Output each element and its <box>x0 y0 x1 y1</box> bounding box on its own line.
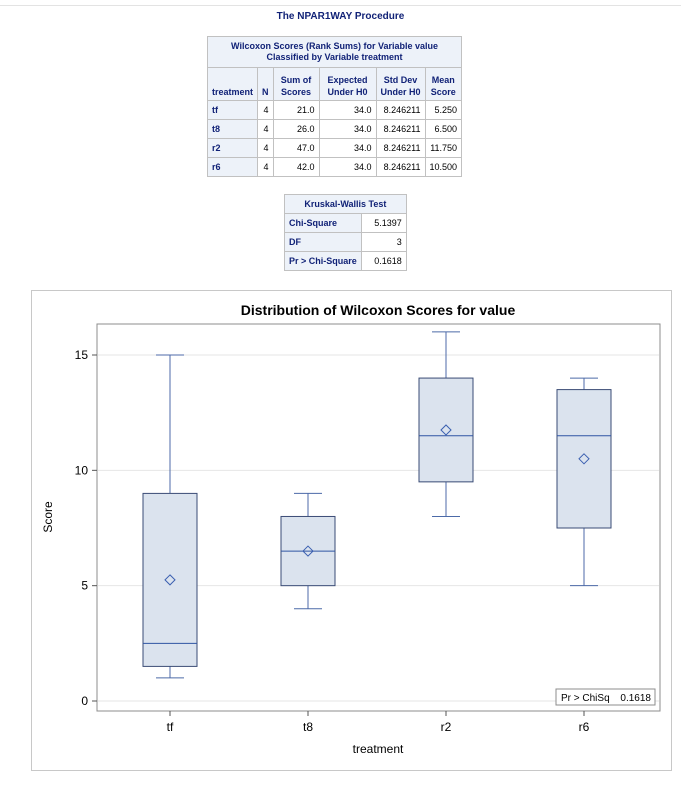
header-n: N <box>257 67 274 101</box>
kruskal-wallis-table: Kruskal-Wallis Test Chi-Square 5.1397 DF… <box>284 194 407 271</box>
box-t8 <box>280 492 336 610</box>
mean-marker <box>302 545 314 557</box>
mean-marker <box>164 574 176 586</box>
row-label: tf <box>206 100 259 120</box>
cell-expected: 34.0 <box>318 119 377 139</box>
wilcoxon-caption-line1: Wilcoxon Scores (Rank Sums) for Variable… <box>231 41 439 51</box>
header-std-dev: Std Dev Under H0 <box>375 67 426 101</box>
header-expected: Expected Under H0 <box>318 67 377 101</box>
box-tf <box>142 354 198 679</box>
header-sum-of-scores: Sum of Scores <box>272 67 320 101</box>
x-tick-label: tf <box>167 720 174 734</box>
y-tick-label: 10 <box>75 463 89 477</box>
row-label: r6 <box>206 157 259 177</box>
cell-expected: 34.0 <box>318 100 377 120</box>
wilcoxon-scores-table: Wilcoxon Scores (Rank Sums) for Variable… <box>206 36 463 177</box>
box-layer <box>142 331 612 679</box>
iqr-box <box>142 492 198 667</box>
x-tick-label: r2 <box>441 720 452 734</box>
row-label: t8 <box>206 119 259 139</box>
x-tick-label: t8 <box>303 720 313 734</box>
cell-sum: 47.0 <box>272 138 320 158</box>
table-row: tf 4 21.0 34.0 8.246211 5.250 <box>206 100 463 120</box>
cell-expected: 34.0 <box>318 157 377 177</box>
cell-stddev: 8.246211 <box>375 100 426 120</box>
y-tick-label: 5 <box>81 579 88 593</box>
y-tick-label: 15 <box>75 348 89 362</box>
cell-expected: 34.0 <box>318 138 377 158</box>
box-r6 <box>556 377 612 587</box>
wilcoxon-caption-line2: Classified by Variable treatment <box>266 52 403 62</box>
table-row: Pr > Chi-Square 0.1618 <box>284 251 407 271</box>
x-axis-label: treatment <box>353 742 404 756</box>
mean-marker <box>578 453 590 465</box>
y-axis-label: Score <box>41 501 55 533</box>
table-row: Chi-Square 5.1397 <box>284 213 407 233</box>
cell-stddev: 8.246211 <box>375 157 426 177</box>
iqr-box <box>556 389 612 529</box>
pvalue-inset: Pr > ChiSq 0.1618 <box>555 688 656 706</box>
cell-sum: 42.0 <box>272 157 320 177</box>
table-row: r2 4 47.0 34.0 8.246211 11.750 <box>206 138 463 158</box>
procedure-title: The NPAR1WAY Procedure <box>276 11 405 22</box>
inset-value: 0.1618 <box>620 693 651 704</box>
box-r2 <box>418 331 474 517</box>
header-mean-score: Mean Score <box>424 67 463 101</box>
cell-stddev: 8.246211 <box>375 138 426 158</box>
inset-label: Pr > ChiSq <box>561 693 610 704</box>
row-label: Chi-Square <box>284 213 362 233</box>
y-tick-label: 0 <box>81 694 88 708</box>
table-row: r6 4 42.0 34.0 8.246211 10.500 <box>206 157 463 177</box>
chart-title: Distribution of Wilcoxon Scores for valu… <box>241 302 516 318</box>
mean-marker <box>440 424 452 436</box>
kruskal-table-caption: Kruskal-Wallis Test <box>284 194 407 214</box>
cell-sum: 26.0 <box>272 119 320 139</box>
iqr-box <box>418 377 474 483</box>
table-row: t8 4 26.0 34.0 8.246211 6.500 <box>206 119 463 139</box>
cell-mean: 10.500 <box>424 157 463 177</box>
row-label: Pr > Chi-Square <box>284 251 362 271</box>
cell-n: 4 <box>257 157 274 177</box>
cell-value: 0.1618 <box>360 251 407 271</box>
axis-layer: 0 5 10 15 tf t8 r2 r6 <box>75 348 590 734</box>
cell-mean: 5.250 <box>424 100 463 120</box>
cell-n: 4 <box>257 138 274 158</box>
wilcoxon-table-caption: Wilcoxon Scores (Rank Sums) for Variable… <box>206 36 463 68</box>
top-divider <box>0 5 681 6</box>
x-tick-label: r6 <box>579 720 590 734</box>
cell-stddev: 8.246211 <box>375 119 426 139</box>
cell-sum: 21.0 <box>272 100 320 120</box>
